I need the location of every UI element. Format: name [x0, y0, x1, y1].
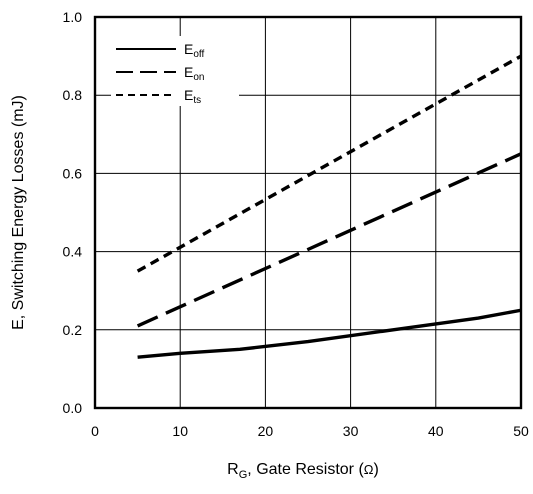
plot-frame [93, 15, 523, 410]
x-axis-label-unit: Ω [364, 462, 374, 477]
x-tick-label: 30 [343, 423, 359, 439]
x-axis-label: RG, Gate Resistor (Ω) [227, 461, 379, 481]
y-tick-label: 0.6 [63, 165, 83, 181]
legend-label-main: E [184, 87, 193, 103]
y-tick-label: 1.0 [63, 9, 83, 25]
x-tick-label: 40 [428, 423, 444, 439]
y-axis-ticks: 0.0 0.2 0.4 0.6 0.8 1.0 [63, 9, 83, 416]
series-line-e-off [137, 308, 522, 359]
legend-label-subscript: on [193, 72, 204, 83]
x-tick-label: 10 [172, 423, 188, 439]
series-line-e-ts [136, 54, 522, 273]
legend-label-ts: Ets [184, 87, 201, 106]
x-axis-label-rest: , Gate Resistor ( [247, 461, 364, 478]
y-tick-label: 0.8 [63, 87, 83, 103]
x-axis-label-subscript: G [239, 469, 248, 481]
x-tick-label: 20 [258, 423, 274, 439]
x-tick-label: 0 [91, 423, 99, 439]
legend-label-on: Eon [184, 64, 204, 83]
x-axis-label-close: ) [374, 461, 379, 478]
series-line-e-on [136, 152, 522, 328]
series-layer [136, 54, 522, 359]
legend-label-main: E [184, 41, 193, 57]
y-tick-label: 0.4 [63, 244, 83, 260]
legend-label-subscript: off [193, 49, 204, 60]
y-tick-label: 0.0 [63, 400, 83, 416]
y-tick-label: 0.2 [63, 322, 83, 338]
x-axis-label-main: R [227, 461, 239, 478]
legend-label-subscript: ts [193, 95, 201, 106]
y-axis-label: E, Switching Energy Losses (mJ) [10, 95, 27, 330]
legend-label-off: Eoff [184, 41, 205, 60]
x-axis-ticks: 0 10 20 30 40 50 [91, 423, 529, 439]
legend-label-main: E [184, 64, 193, 80]
x-tick-label: 50 [513, 423, 529, 439]
grid-layer [95, 17, 521, 408]
